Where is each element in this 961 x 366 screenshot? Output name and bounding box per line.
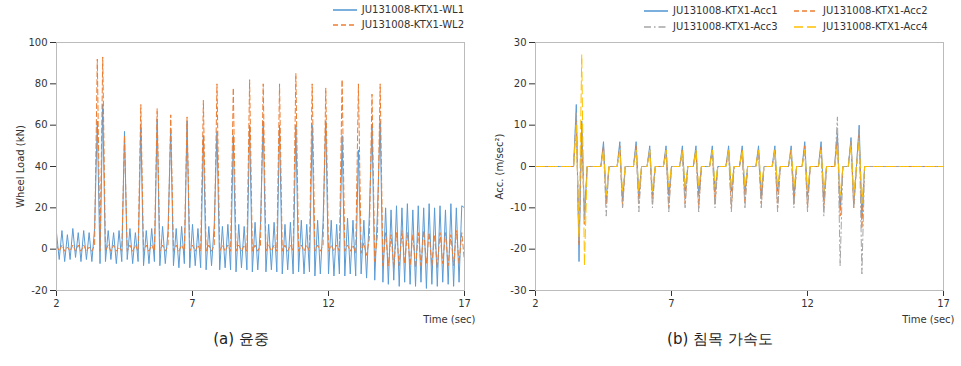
html-text:(b) 침목 가속도: (b) 침목 가속도: [667, 330, 773, 348]
svg-text:100: 100: [28, 37, 47, 48]
svg-text:80: 80: [35, 78, 48, 89]
svg-text:-30: -30: [510, 285, 526, 296]
svg-text:30: 30: [514, 37, 527, 48]
svg-text:20: 20: [514, 78, 527, 89]
svg-text:Wheel Load (kN): Wheel Load (kN): [15, 125, 26, 208]
svg-text:40: 40: [35, 161, 48, 172]
svg-text:60: 60: [35, 119, 48, 130]
svg-text:-20: -20: [510, 243, 526, 254]
html-text:JU131008-KTX1-Acc3: JU131008-KTX1-Acc3: [673, 21, 778, 32]
svg-text:7: 7: [668, 298, 674, 309]
svg-text:0: 0: [520, 161, 526, 172]
html-text:JU131008-KTX1-Acc4: JU131008-KTX1-Acc4: [823, 21, 928, 32]
html-text:JU131008-KTX1-Acc2: JU131008-KTX1-Acc2: [823, 5, 928, 16]
svg-text:Time (sec): Time (sec): [422, 314, 475, 325]
html-text:JU131008-KTX1-WL2: JU131008-KTX1-WL2: [361, 19, 464, 30]
svg-text:2: 2: [53, 298, 59, 309]
svg-text:0: 0: [41, 243, 47, 254]
svg-text:2: 2: [532, 298, 538, 309]
svg-text:Time (sec): Time (sec): [901, 314, 954, 325]
html-text:(a) 윤중: (a) 윤중: [213, 330, 269, 348]
svg-text:10: 10: [514, 119, 527, 130]
svg-text:12: 12: [322, 298, 335, 309]
svg-text:17: 17: [458, 298, 471, 309]
html-text:JU131008-KTX1-WL1: JU131008-KTX1-WL1: [361, 4, 464, 15]
svg-text:17: 17: [937, 298, 950, 309]
svg-text:20: 20: [35, 202, 48, 213]
svg-text:-10: -10: [510, 202, 526, 213]
html-text:JU131008-KTX1-Acc1: JU131008-KTX1-Acc1: [673, 5, 778, 16]
svg-text:Acc. (m/sec²): Acc. (m/sec²): [494, 134, 505, 200]
svg-text:-20: -20: [31, 285, 47, 296]
svg-text:12: 12: [801, 298, 814, 309]
svg-text:7: 7: [189, 298, 195, 309]
